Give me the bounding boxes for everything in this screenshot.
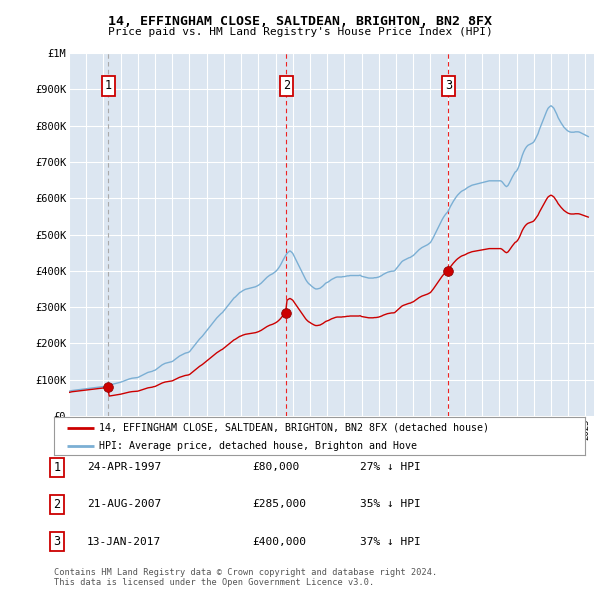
Text: 21-AUG-2007: 21-AUG-2007 xyxy=(87,500,161,509)
Text: £80,000: £80,000 xyxy=(252,463,299,472)
Text: 35% ↓ HPI: 35% ↓ HPI xyxy=(360,500,421,509)
Text: 13-JAN-2017: 13-JAN-2017 xyxy=(87,537,161,546)
Text: 2: 2 xyxy=(283,79,290,92)
Text: £400,000: £400,000 xyxy=(252,537,306,546)
Text: 14, EFFINGHAM CLOSE, SALTDEAN, BRIGHTON, BN2 8FX: 14, EFFINGHAM CLOSE, SALTDEAN, BRIGHTON,… xyxy=(108,15,492,28)
Text: 2: 2 xyxy=(53,498,61,511)
Text: 1: 1 xyxy=(105,79,112,92)
Text: 3: 3 xyxy=(445,79,452,92)
Text: Price paid vs. HM Land Registry's House Price Index (HPI): Price paid vs. HM Land Registry's House … xyxy=(107,27,493,37)
Text: 37% ↓ HPI: 37% ↓ HPI xyxy=(360,537,421,546)
Text: £285,000: £285,000 xyxy=(252,500,306,509)
Text: Contains HM Land Registry data © Crown copyright and database right 2024.
This d: Contains HM Land Registry data © Crown c… xyxy=(54,568,437,587)
Text: HPI: Average price, detached house, Brighton and Hove: HPI: Average price, detached house, Brig… xyxy=(99,441,417,451)
Text: 27% ↓ HPI: 27% ↓ HPI xyxy=(360,463,421,472)
Text: 14, EFFINGHAM CLOSE, SALTDEAN, BRIGHTON, BN2 8FX (detached house): 14, EFFINGHAM CLOSE, SALTDEAN, BRIGHTON,… xyxy=(99,423,489,433)
Text: 24-APR-1997: 24-APR-1997 xyxy=(87,463,161,472)
Text: 1: 1 xyxy=(53,461,61,474)
Text: 3: 3 xyxy=(53,535,61,548)
